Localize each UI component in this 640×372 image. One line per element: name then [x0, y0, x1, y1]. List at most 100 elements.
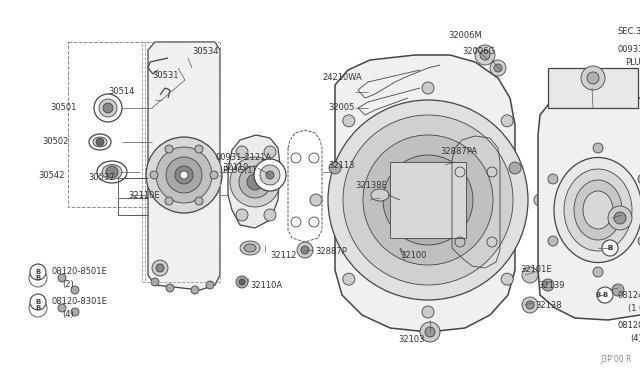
Circle shape: [383, 155, 473, 245]
Circle shape: [152, 260, 168, 276]
Circle shape: [501, 115, 513, 127]
Text: (4): (4): [62, 311, 74, 320]
Circle shape: [165, 145, 173, 153]
Text: 32110A: 32110A: [250, 280, 282, 289]
Circle shape: [522, 297, 538, 313]
Circle shape: [236, 209, 248, 221]
Text: B: B: [607, 245, 612, 251]
Circle shape: [254, 159, 286, 191]
Circle shape: [343, 115, 513, 285]
Ellipse shape: [244, 244, 256, 252]
Circle shape: [501, 273, 513, 285]
Circle shape: [210, 171, 218, 179]
Circle shape: [602, 240, 618, 256]
Circle shape: [180, 171, 188, 179]
Text: 32005: 32005: [328, 103, 355, 112]
Text: 32100: 32100: [400, 250, 426, 260]
Polygon shape: [148, 42, 220, 290]
Circle shape: [29, 269, 47, 287]
Text: 00931-2121A: 00931-2121A: [215, 154, 271, 163]
Circle shape: [422, 82, 434, 94]
Text: 32887P: 32887P: [315, 247, 347, 257]
Circle shape: [509, 162, 521, 174]
Ellipse shape: [564, 169, 632, 251]
Text: (2): (2): [62, 280, 74, 289]
Circle shape: [526, 301, 534, 309]
Circle shape: [191, 286, 199, 294]
Circle shape: [587, 72, 599, 84]
Circle shape: [30, 264, 46, 280]
Circle shape: [328, 100, 528, 300]
Ellipse shape: [574, 180, 622, 240]
Circle shape: [425, 327, 435, 337]
Circle shape: [400, 172, 456, 228]
Ellipse shape: [93, 137, 107, 147]
Text: B: B: [35, 299, 40, 305]
Circle shape: [230, 157, 280, 207]
Text: 32110E: 32110E: [128, 190, 159, 199]
Circle shape: [329, 162, 341, 174]
Circle shape: [175, 166, 193, 184]
Text: B: B: [595, 292, 600, 298]
Circle shape: [195, 197, 203, 205]
Text: (1 0): (1 0): [628, 304, 640, 312]
Text: 32103: 32103: [398, 336, 424, 344]
Circle shape: [612, 284, 624, 296]
Circle shape: [608, 206, 632, 230]
Text: B: B: [602, 292, 607, 298]
Circle shape: [96, 138, 104, 146]
Circle shape: [236, 146, 248, 158]
Circle shape: [30, 294, 46, 310]
Text: 30534: 30534: [192, 48, 218, 57]
Ellipse shape: [583, 191, 613, 229]
Circle shape: [239, 166, 271, 198]
Text: (4): (4): [630, 334, 640, 343]
Circle shape: [422, 306, 434, 318]
Circle shape: [522, 267, 538, 283]
Circle shape: [166, 284, 174, 292]
Polygon shape: [335, 55, 515, 332]
Bar: [68, 42, 213, 207]
Text: 08120-8251E: 08120-8251E: [618, 321, 640, 330]
Circle shape: [343, 115, 355, 127]
Circle shape: [165, 197, 173, 205]
Bar: [142, 42, 145, 282]
Circle shape: [146, 137, 222, 213]
Circle shape: [58, 304, 66, 312]
Text: B: B: [35, 275, 40, 281]
Circle shape: [297, 242, 313, 258]
Text: 30542: 30542: [38, 170, 65, 180]
Circle shape: [266, 171, 274, 179]
Circle shape: [71, 286, 79, 294]
Circle shape: [166, 157, 202, 193]
Circle shape: [310, 194, 322, 206]
Text: 32138E: 32138E: [355, 180, 387, 189]
Ellipse shape: [89, 134, 111, 150]
Circle shape: [534, 194, 546, 206]
Text: 30501: 30501: [50, 103, 76, 112]
Text: 08120-8501E: 08120-8501E: [52, 267, 108, 276]
Circle shape: [548, 174, 558, 184]
Circle shape: [301, 246, 309, 254]
Text: 32113: 32113: [328, 160, 355, 170]
Circle shape: [343, 273, 355, 285]
Circle shape: [420, 322, 440, 342]
Ellipse shape: [102, 164, 122, 180]
Text: 32138: 32138: [535, 301, 562, 310]
Circle shape: [475, 45, 495, 65]
Text: 32101E: 32101E: [520, 266, 552, 275]
Ellipse shape: [240, 241, 260, 255]
Circle shape: [206, 281, 214, 289]
Circle shape: [236, 276, 248, 288]
Circle shape: [581, 66, 605, 90]
Ellipse shape: [554, 157, 640, 263]
Text: 30502: 30502: [42, 138, 68, 147]
Bar: [548, 68, 638, 108]
Circle shape: [601, 239, 619, 257]
Bar: [390, 162, 466, 238]
Text: J3P'00 R: J3P'00 R: [600, 355, 632, 364]
Circle shape: [247, 174, 263, 190]
Circle shape: [638, 174, 640, 184]
Text: 30531: 30531: [152, 71, 179, 80]
Circle shape: [494, 64, 502, 72]
